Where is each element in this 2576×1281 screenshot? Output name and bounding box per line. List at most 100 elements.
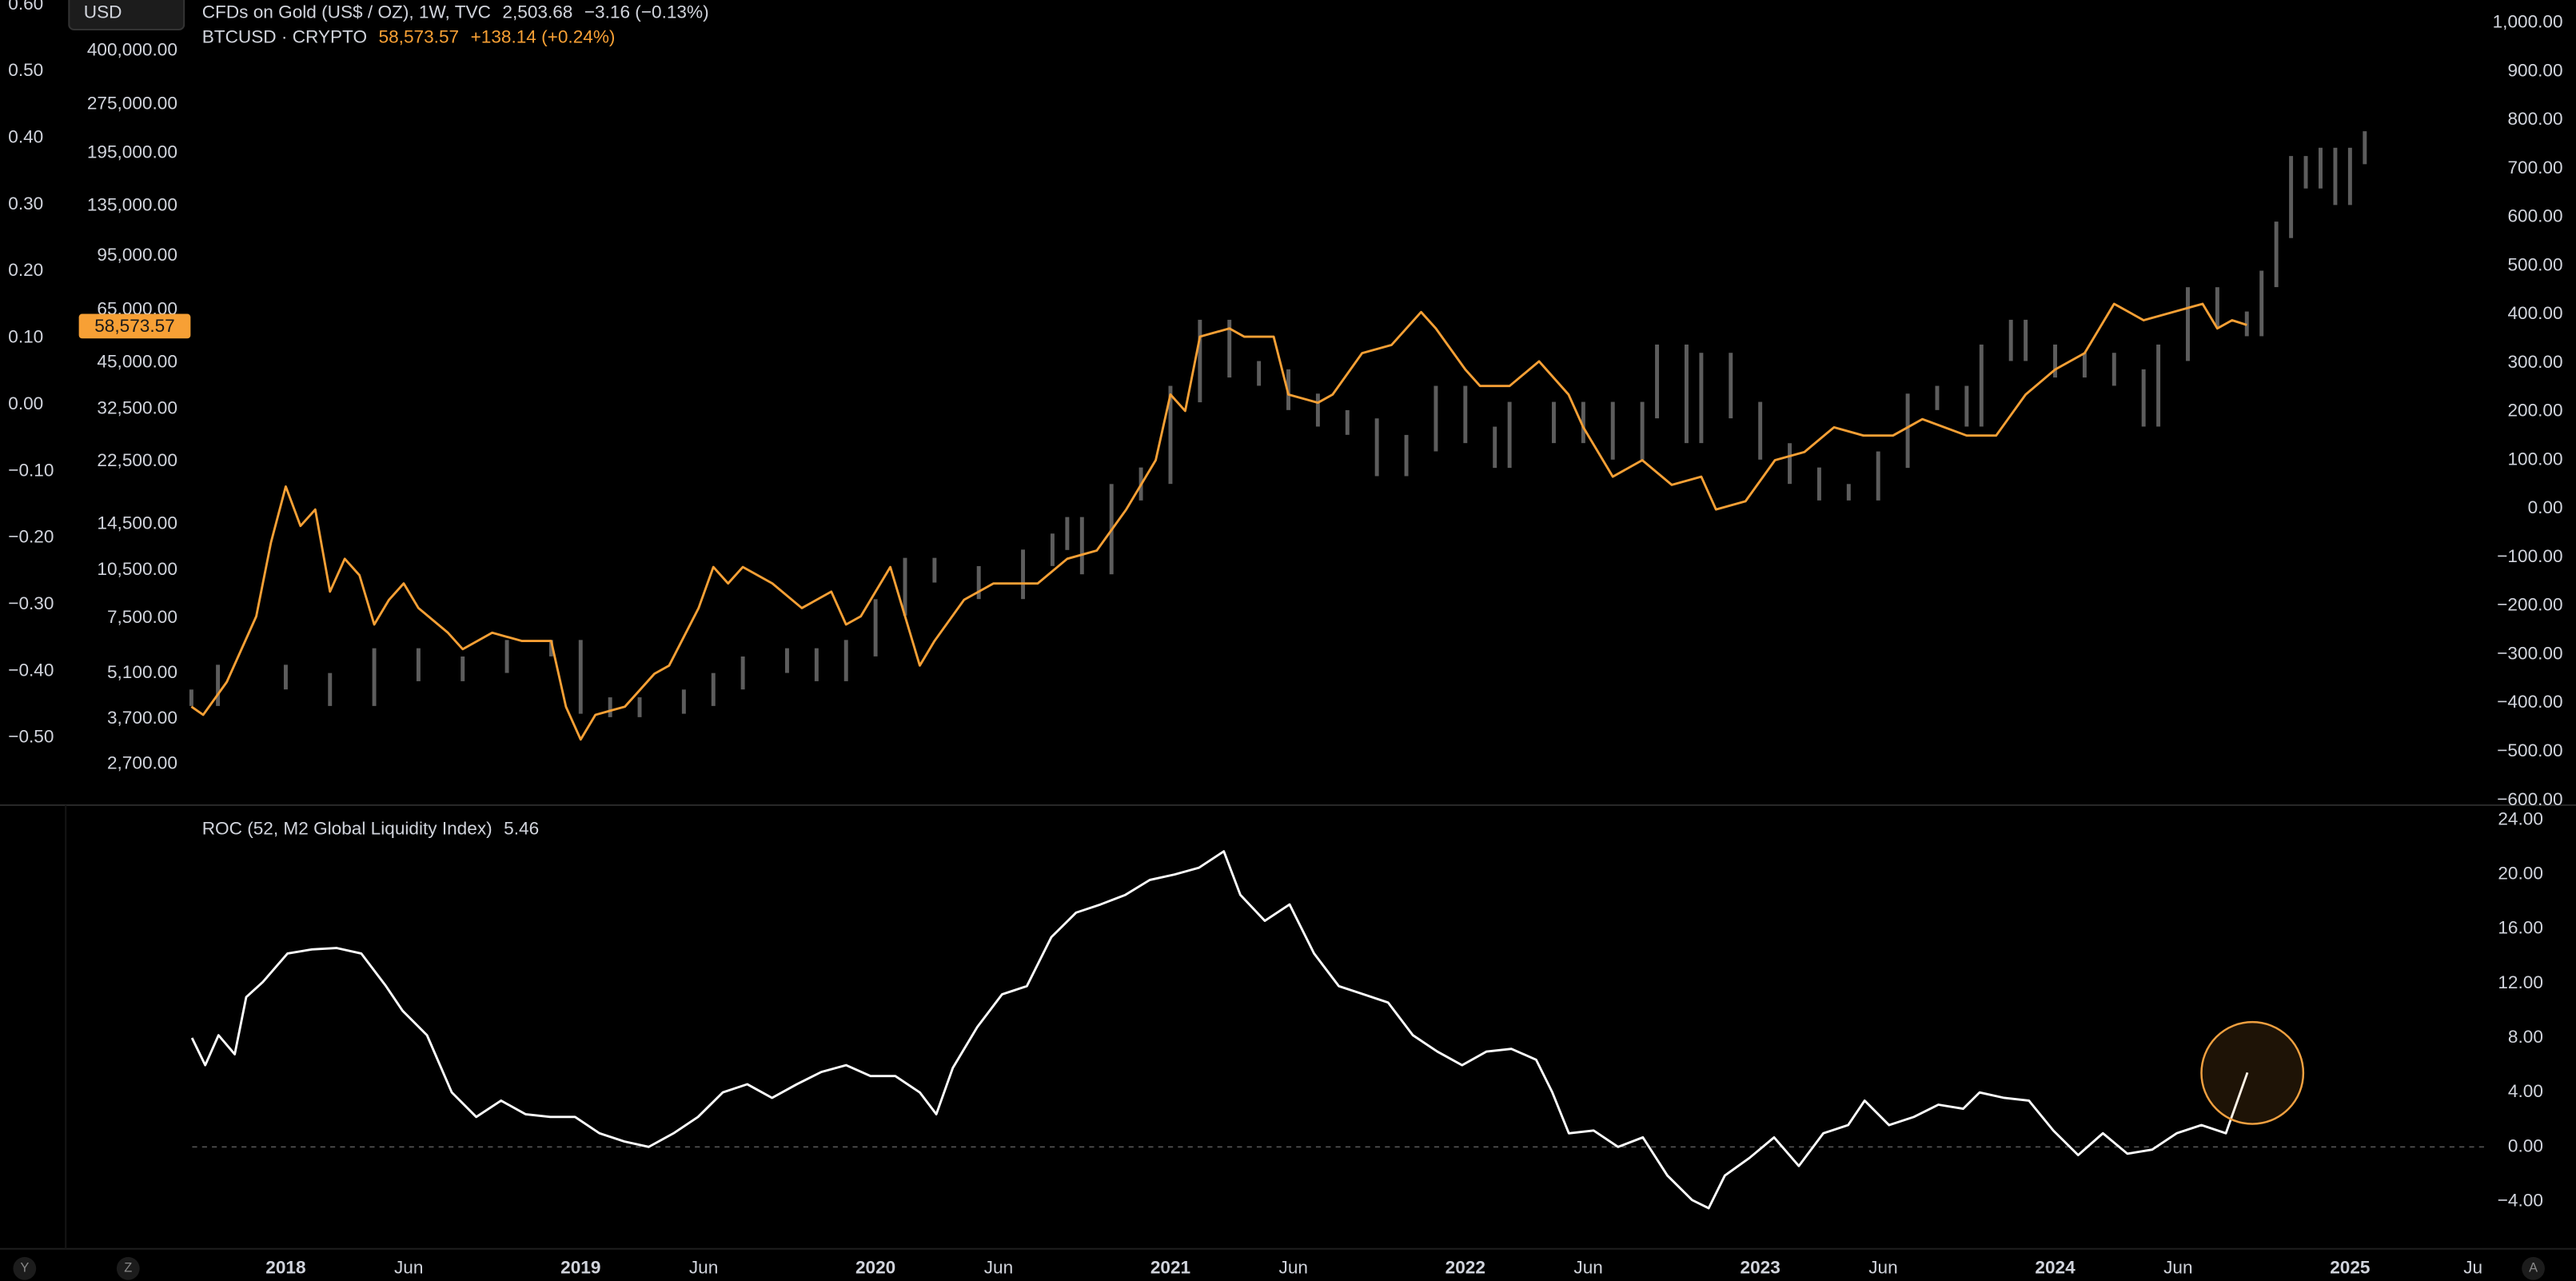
y-tick-label: 4.00 bbox=[2508, 1081, 2543, 1101]
x-tick-label: 2024 bbox=[2035, 1257, 2076, 1277]
y3-tick-label: 95,000.00 bbox=[97, 245, 177, 265]
price-bar bbox=[578, 640, 583, 714]
corner-button[interactable] bbox=[2522, 1256, 2545, 1280]
price-bar bbox=[372, 648, 377, 706]
y-tick-label: 0.00 bbox=[8, 393, 43, 413]
price-bar bbox=[2319, 147, 2323, 189]
y-tick-label: 0.40 bbox=[8, 127, 43, 147]
price-bar bbox=[1964, 385, 1969, 427]
corner-button-label[interactable]: Z bbox=[124, 1261, 132, 1275]
corner-button-label[interactable]: Y bbox=[20, 1261, 29, 1275]
price-bar bbox=[1581, 401, 1585, 444]
corner-button[interactable] bbox=[116, 1256, 140, 1280]
price-bar bbox=[1168, 385, 1173, 485]
price-bar bbox=[1065, 517, 1070, 550]
price-bar bbox=[2333, 147, 2338, 206]
y2-tick-label: −100.00 bbox=[2497, 546, 2562, 566]
roc-legend: ROC (52, M2 Global Liquidity Index) 5.46 bbox=[202, 819, 539, 839]
btc-price-tag: 58,573.57 bbox=[78, 313, 191, 339]
price-bar bbox=[1021, 549, 1026, 600]
x-tick-label: 2022 bbox=[1446, 1257, 1485, 1277]
y2-tick-label: 300.00 bbox=[2507, 352, 2562, 372]
y2-tick-label: 700.00 bbox=[2507, 158, 2562, 178]
price-bar bbox=[1463, 385, 1468, 444]
currency-button-label[interactable]: USD bbox=[84, 2, 122, 22]
y-tick-label: 0.10 bbox=[8, 327, 43, 347]
price-bar bbox=[2008, 319, 2013, 361]
price-bar bbox=[2053, 344, 2057, 378]
price-bar bbox=[2156, 344, 2161, 427]
y-tick-label: −0.40 bbox=[8, 660, 54, 680]
x-tick-label: Jun bbox=[984, 1257, 1013, 1277]
btc-legend-name: BTCUSD · CRYPTO bbox=[202, 26, 367, 46]
price-bar bbox=[903, 557, 907, 616]
price-bar bbox=[1935, 385, 1940, 410]
price-bar bbox=[461, 656, 465, 681]
currency-button[interactable]: USD bbox=[68, 0, 185, 31]
corner-button-label[interactable]: A bbox=[2529, 1261, 2538, 1275]
price-bar bbox=[1257, 361, 1262, 386]
btc-price-tag-label: 58,573.57 bbox=[94, 316, 175, 336]
price-bar bbox=[283, 664, 288, 690]
price-bar bbox=[740, 656, 745, 690]
price-bar bbox=[2259, 270, 2264, 337]
price-bar bbox=[1227, 319, 1232, 378]
y3-tick-label: 10,500.00 bbox=[97, 559, 177, 579]
gold-legend-name: CFDs on Gold (US$ / OZ), 1W, TVC bbox=[202, 2, 491, 22]
y-tick-label: 24.00 bbox=[2498, 808, 2543, 828]
x-tick-label: 2025 bbox=[2330, 1257, 2370, 1277]
y-tick-label: 20.00 bbox=[2498, 864, 2543, 884]
y-tick-label: 8.00 bbox=[2508, 1027, 2543, 1047]
y2-tick-label: 1,000.00 bbox=[2493, 12, 2563, 32]
x-tick-label: Jun bbox=[1868, 1257, 1897, 1277]
y2-tick-label: 400.00 bbox=[2507, 303, 2562, 323]
price-bar bbox=[1979, 344, 1984, 427]
price-bar bbox=[1729, 353, 1733, 419]
y2-tick-label: −500.00 bbox=[2497, 740, 2562, 760]
y2-tick-label: 200.00 bbox=[2507, 401, 2562, 421]
y3-tick-label: 22,500.00 bbox=[97, 450, 177, 470]
y2-tick-label: 900.00 bbox=[2507, 60, 2562, 80]
price-bar bbox=[814, 648, 819, 681]
y3-tick-label: 5,100.00 bbox=[107, 662, 177, 682]
price-bar bbox=[1758, 401, 1763, 460]
price-bar bbox=[2141, 369, 2146, 427]
price-bar bbox=[1345, 409, 1350, 435]
y2-tick-label: −200.00 bbox=[2497, 595, 2562, 615]
corner-button[interactable] bbox=[13, 1256, 37, 1280]
price-bar bbox=[216, 664, 221, 706]
y-tick-label: 0.20 bbox=[8, 260, 43, 280]
price-bar bbox=[608, 697, 612, 717]
y3-tick-label: 3,700.00 bbox=[107, 708, 177, 728]
price-bar bbox=[1434, 385, 1438, 452]
y2-tick-label: −600.00 bbox=[2497, 789, 2562, 809]
price-bar bbox=[1816, 467, 1821, 501]
y2-tick-label: 500.00 bbox=[2507, 254, 2562, 274]
y2-tick-label: −300.00 bbox=[2497, 643, 2562, 663]
roc-legend-last: 5.46 bbox=[504, 819, 539, 839]
price-bar bbox=[976, 565, 981, 600]
price-bar bbox=[1050, 533, 1055, 566]
currency-button-bg[interactable] bbox=[68, 0, 185, 31]
y3-tick-label: 275,000.00 bbox=[87, 93, 177, 113]
gold-legend: CFDs on Gold (US$ / OZ), 1W, TVC 2,503.6… bbox=[202, 2, 709, 22]
y-tick-label: 0.00 bbox=[2508, 1135, 2543, 1155]
y3-tick-label: 195,000.00 bbox=[87, 142, 177, 162]
y-tick-label: −0.10 bbox=[8, 460, 54, 480]
y-tick-label: 16.00 bbox=[2498, 918, 2543, 938]
price-bar bbox=[932, 557, 937, 583]
price-bar bbox=[2186, 287, 2190, 361]
price-bar bbox=[1788, 443, 1792, 485]
btc-legend-last: 58,573.57 bbox=[379, 26, 460, 46]
y2-tick-label: 800.00 bbox=[2507, 109, 2562, 129]
x-tick-label: Jun bbox=[689, 1257, 718, 1277]
price-bar bbox=[1493, 426, 1497, 469]
x-tick-label: 2021 bbox=[1150, 1257, 1190, 1277]
price-bar bbox=[2347, 147, 2352, 206]
x-tick-label: 2018 bbox=[265, 1257, 305, 1277]
y3-tick-label: 32,500.00 bbox=[97, 397, 177, 417]
y-tick-label: −0.20 bbox=[8, 527, 54, 547]
y3-tick-label: 400,000.00 bbox=[87, 39, 177, 59]
price-bar bbox=[2289, 156, 2294, 238]
corner-buttons[interactable]: Y Z A bbox=[13, 1256, 2545, 1280]
